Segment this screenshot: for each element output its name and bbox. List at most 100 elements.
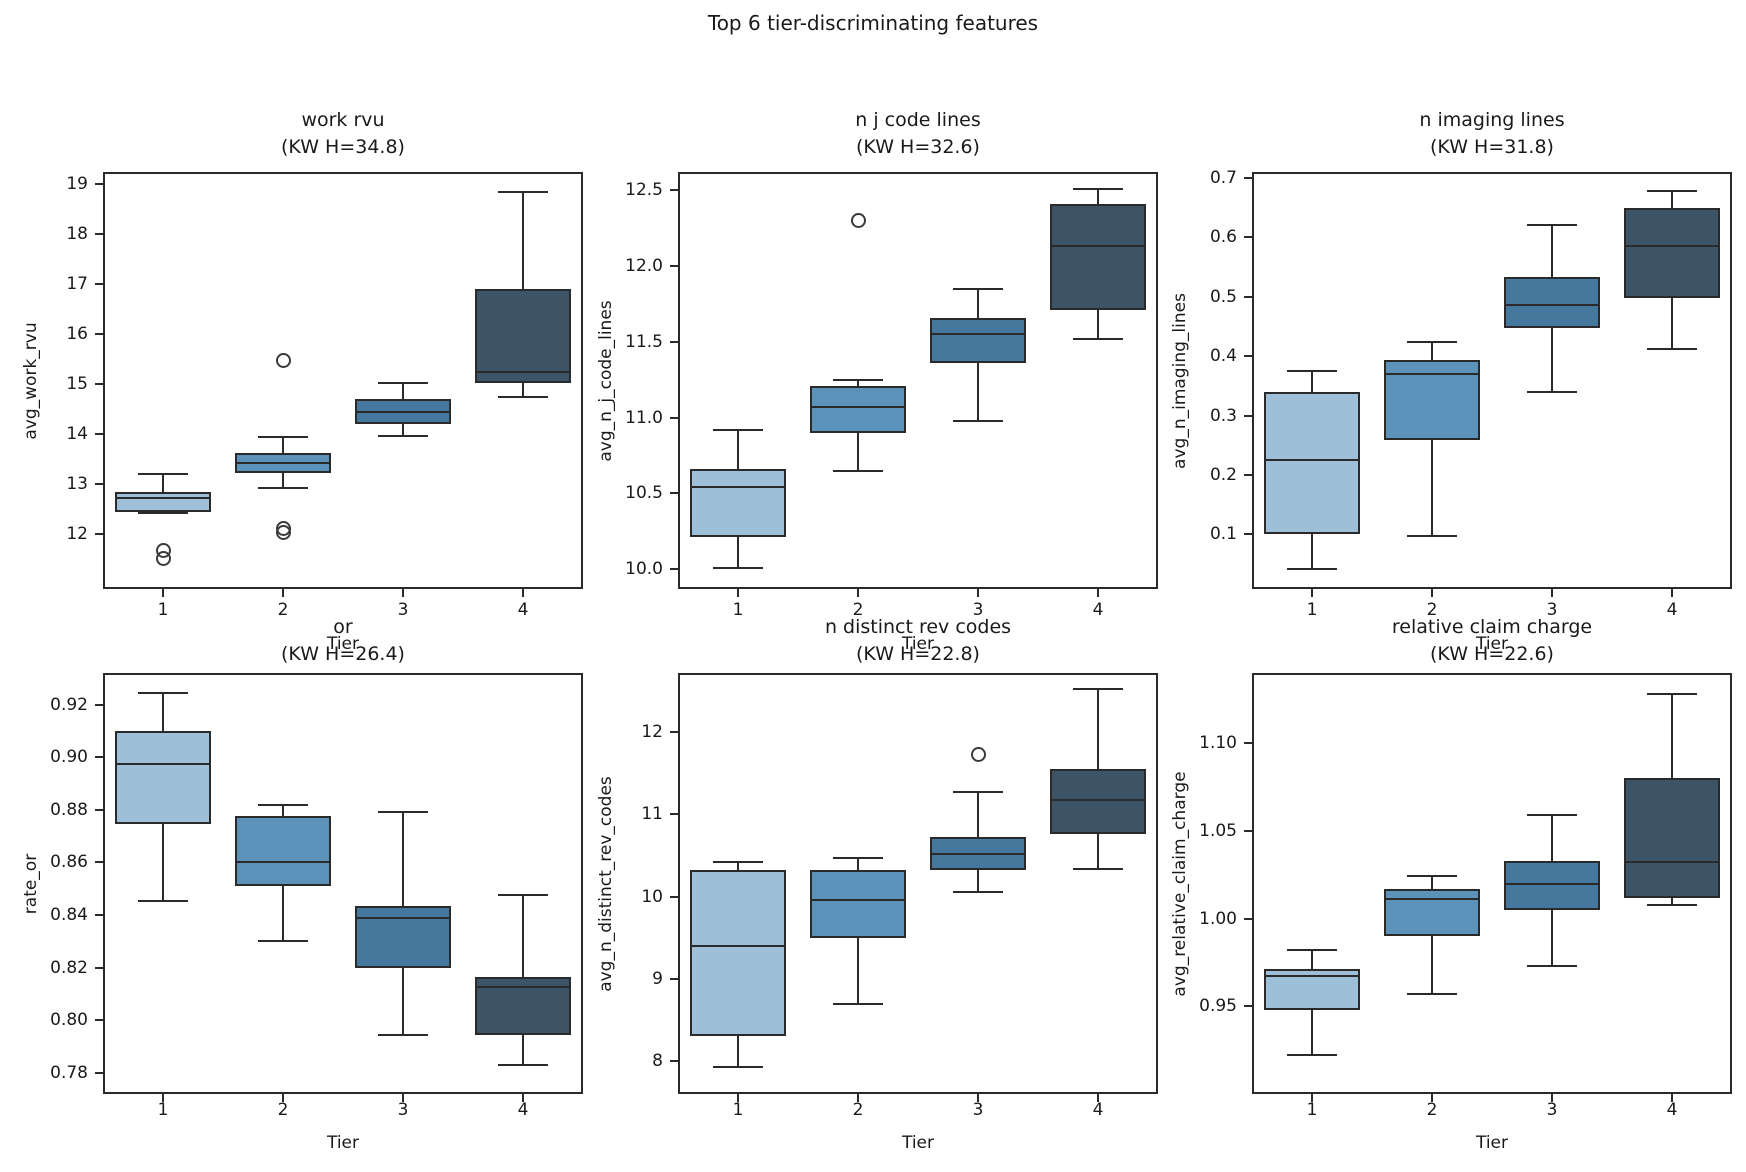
y-tick-label: 12 [66,524,88,545]
y-tick-mark [95,756,103,759]
whisker-cap-lower [1287,1054,1337,1057]
y-tick-mark [95,966,103,969]
whisker-upper [1551,815,1553,861]
median-line [1050,245,1146,248]
whisker-lower [1671,897,1673,905]
y-tick-mark [1244,917,1252,920]
y-tick-mark [1244,414,1252,417]
y-tick-mark [95,183,103,186]
whisker-upper [162,474,164,492]
whisker-upper [857,379,859,386]
whisker-lower [282,886,284,942]
y-axis-label: rate_or [21,853,41,914]
whisker-upper [1097,689,1099,770]
x-tick-label: 2 [1426,600,1438,620]
whisker-cap-upper [378,811,428,814]
y-tick-mark [95,1071,103,1074]
whisker-lower [1431,936,1433,994]
whisker-upper [402,383,404,400]
whisker-cap-lower [498,395,548,398]
x-tick-label: 1 [1306,600,1318,620]
y-tick-label: 13 [66,474,88,495]
whisker-cap-lower [1073,867,1123,870]
whisker-cap-upper [498,190,548,193]
y-tick-label: 12.5 [625,180,663,201]
y-tick-mark [1244,1005,1252,1008]
box-tier-4 [1624,207,1720,298]
x-tick-mark [522,1094,524,1102]
whisker-lower [1431,440,1433,537]
box-tier-2 [810,869,906,938]
subplot-title: n distinct rev codes (KW H=22.8) [824,616,1012,665]
whisker-upper [162,692,164,731]
y-tick-label: 0.86 [50,852,88,873]
median-line [930,852,1026,855]
y-tick-mark [1244,176,1252,179]
whisker-cap-lower [378,1033,428,1036]
x-axis-label: Tier [326,634,360,654]
whisker-upper [857,858,859,870]
whisker-lower [522,1034,524,1066]
whisker-cap-upper [1287,949,1337,952]
whisker-upper [977,792,979,837]
whisker-cap-lower [1407,535,1457,538]
whisker-upper [1431,341,1433,360]
y-tick-label: 10.5 [625,483,663,504]
x-tick-label: 2 [852,600,864,620]
y-tick-label: 0.3 [1209,405,1237,426]
x-tick-label: 4 [1666,1100,1678,1120]
box-tier-3 [1504,860,1600,910]
whisker-lower [1311,534,1313,569]
whisker-cap-lower [498,1064,548,1067]
whisker-upper [522,895,524,977]
box-tier-2 [235,816,331,887]
x-tick-mark [1431,589,1433,597]
y-tick-mark [95,333,103,336]
y-tick-label: 10 [641,886,663,907]
whisker-upper [1431,876,1433,889]
x-tick-mark [522,589,524,597]
subplot-title: n j code lines (KW H=32.6) [855,109,981,158]
whisker-cap-upper [138,473,188,476]
median-line [235,861,331,864]
x-tick-label: 4 [1092,600,1104,620]
x-tick-mark [1671,1094,1673,1102]
box-tier-4 [1050,203,1146,310]
whisker-lower [857,432,859,471]
x-tick-mark [1097,1094,1099,1102]
y-tick-label: 0.82 [50,957,88,978]
x-tick-label: 4 [517,1100,529,1120]
whisker-cap-lower [258,486,308,489]
y-tick-label: 0.1 [1209,524,1237,545]
median-line [810,406,906,409]
x-tick-mark [977,589,979,597]
y-tick-mark [95,483,103,486]
y-tick-mark [670,265,678,267]
y-tick-label: 9 [652,968,663,989]
subplot-title: or (KW H=26.4) [281,616,405,665]
y-tick-mark [95,808,103,811]
subplot-title: work rvu (KW H=34.8) [281,109,405,158]
whisker-cap-upper [953,287,1003,290]
median-line [1624,861,1720,864]
x-tick-mark [737,1094,739,1102]
whisker-cap-upper [1647,190,1697,192]
median-line [1264,459,1360,462]
box-tier-1 [690,870,786,1037]
whisker-upper [522,191,524,290]
y-tick-mark [1244,355,1252,358]
whisker-cap-lower [1527,390,1577,393]
median-line [475,370,571,373]
whisker-cap-lower [1647,903,1697,906]
whisker-lower [1311,1009,1313,1056]
x-tick-mark [162,589,164,597]
y-tick-label: 0.4 [1209,346,1237,367]
x-tick-mark [162,1094,164,1102]
y-tick-mark [1244,533,1252,536]
x-tick-label: 1 [732,600,744,620]
x-tick-label: 4 [1092,1100,1104,1120]
x-tick-label: 3 [1546,600,1558,620]
whisker-lower [977,870,979,892]
y-axis-label: avg_relative_claim_charge [1170,770,1190,997]
whisker-cap-upper [1647,693,1697,696]
